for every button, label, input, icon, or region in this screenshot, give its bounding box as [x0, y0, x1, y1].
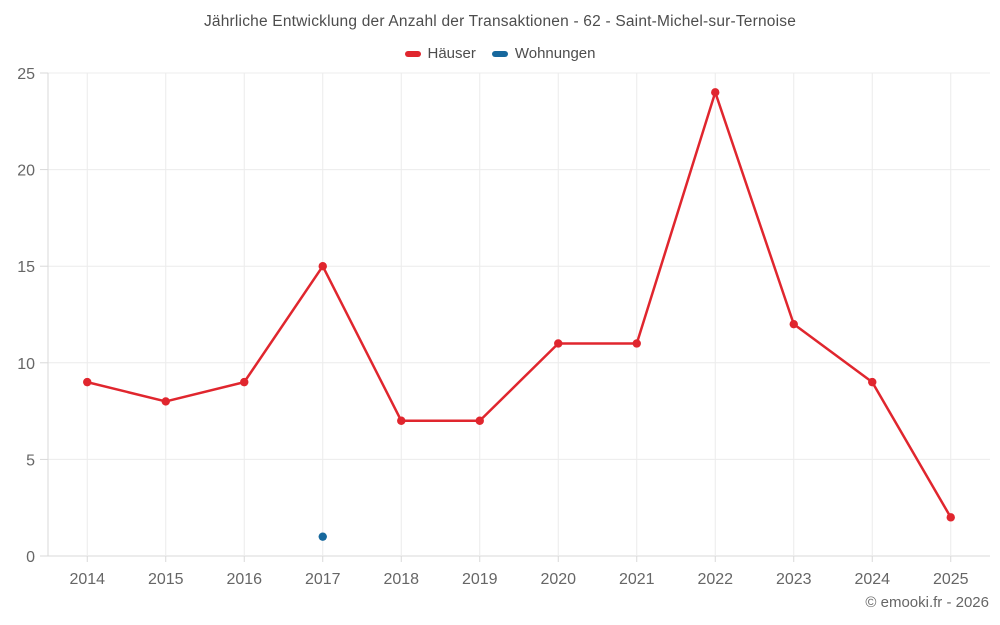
legend-item-hauser[interactable]: Häuser: [404, 45, 476, 62]
data-point-hauser[interactable]: [789, 319, 798, 329]
x-axis-label: 2016: [226, 571, 262, 588]
x-axis-label: 2020: [540, 571, 576, 588]
x-axis-label: 2018: [383, 571, 419, 588]
data-point-hauser[interactable]: [946, 513, 955, 522]
data-point-hauser[interactable]: [161, 397, 170, 406]
data-point-hauser[interactable]: [318, 262, 327, 271]
data-point-hauser[interactable]: [475, 416, 484, 425]
x-axis-label: 2014: [69, 571, 105, 588]
x-axis-label: 2021: [619, 571, 655, 588]
y-axis-label: 15: [17, 259, 35, 276]
data-point-hauser[interactable]: [83, 377, 92, 387]
legend-label-wohnungen: Wohnungen: [514, 45, 596, 62]
legend-swatch-wohnungen: [491, 50, 508, 57]
y-axis-label: 20: [17, 163, 35, 180]
chart-title: Jährliche Entwicklung der Anzahl der Tra…: [203, 13, 797, 30]
legend-item-wohnungen[interactable]: Wohnungen: [491, 45, 596, 62]
x-axis-label: 2023: [776, 571, 812, 588]
y-axis-label: 10: [17, 356, 35, 373]
x-axis-label: 2025: [933, 571, 969, 588]
y-axis-label: 25: [17, 66, 35, 83]
copyright-text: © emooki.fr - 2026: [865, 594, 989, 611]
legend-label-hauser: Häuser: [427, 45, 476, 62]
data-point-hauser[interactable]: [554, 339, 563, 348]
x-axis-label: 2024: [854, 571, 890, 588]
y-axis-label: 0: [26, 549, 35, 566]
x-axis-label: 2019: [462, 571, 498, 588]
series-line-hauser: [86, 91, 952, 519]
data-point-wohnungen[interactable]: [318, 532, 327, 541]
legend: Häuser Wohnungen: [0, 45, 1000, 62]
data-point-hauser[interactable]: [711, 88, 720, 97]
legend-swatch-hauser: [404, 50, 421, 57]
data-point-hauser[interactable]: [632, 339, 641, 348]
data-point-hauser[interactable]: [868, 377, 877, 387]
x-axis-label: 2015: [148, 571, 184, 588]
data-point-hauser[interactable]: [397, 416, 406, 425]
data-point-hauser[interactable]: [240, 377, 249, 387]
y-axis-label: 5: [26, 452, 35, 469]
x-axis-label: 2022: [697, 571, 733, 588]
x-axis-label: 2017: [305, 571, 341, 588]
